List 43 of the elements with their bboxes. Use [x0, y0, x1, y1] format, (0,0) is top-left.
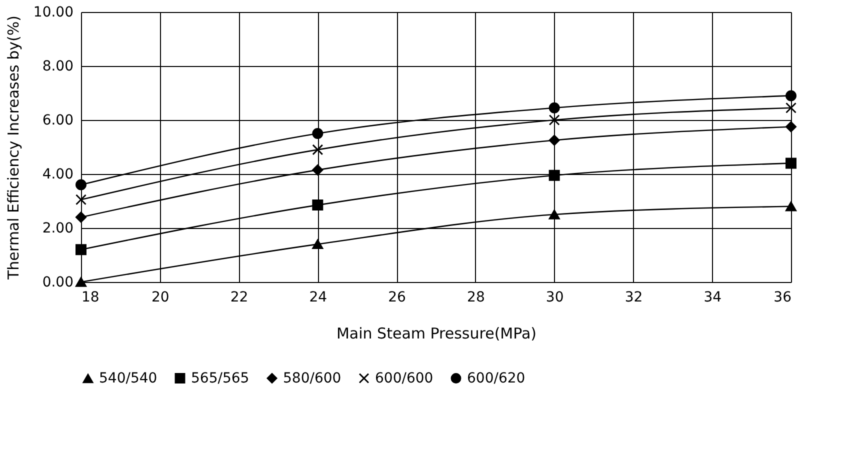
- x-tick-label: 26: [388, 290, 406, 306]
- legend-label: 540/540: [99, 370, 158, 386]
- point: [548, 102, 560, 114]
- point: [312, 200, 324, 211]
- y-tick-label: 2.00: [42, 220, 74, 236]
- point: [786, 90, 796, 102]
- y-tick-label: 6.00: [42, 112, 74, 128]
- point: [548, 114, 560, 126]
- point: [76, 277, 86, 287]
- point: [312, 164, 324, 176]
- point: [786, 202, 796, 212]
- point: [548, 134, 560, 146]
- point: [786, 158, 796, 169]
- legend-label: 600/600: [375, 370, 434, 386]
- point: [548, 210, 560, 220]
- y-tick-label: 10.00: [33, 4, 74, 20]
- point: [312, 239, 324, 250]
- y-tick-label: 4.00: [42, 166, 74, 182]
- point: [312, 144, 324, 156]
- x-tick-label: 28: [467, 290, 485, 306]
- x-tick-label: 34: [704, 290, 722, 306]
- point: [76, 212, 86, 223]
- x-axis-title: Main Steam Pressure(MPa): [336, 324, 537, 342]
- y-axis-title: Thermal Efficiency Increases by(%): [4, 16, 22, 280]
- x-tick-label: 32: [624, 290, 643, 306]
- point: [786, 121, 796, 132]
- point: [786, 102, 796, 114]
- x-tick-label: 18: [82, 290, 100, 306]
- point: [76, 194, 86, 206]
- x-tick-label: 30: [546, 290, 564, 306]
- point: [312, 128, 324, 139]
- y-tick-label: 8.00: [42, 58, 74, 74]
- point: [76, 179, 86, 190]
- point: [548, 170, 560, 181]
- legend-label: 600/620: [467, 370, 526, 386]
- legend-label: 580/600: [283, 370, 342, 386]
- x-tick-label: 22: [230, 290, 248, 306]
- point: [76, 244, 86, 256]
- legend-label: 565/565: [191, 370, 250, 386]
- y-tick-label: 0.00: [42, 274, 74, 290]
- x-tick-label: 24: [309, 290, 328, 306]
- x-tick-label: 36: [774, 290, 792, 306]
- x-tick-label: 20: [151, 290, 170, 306]
